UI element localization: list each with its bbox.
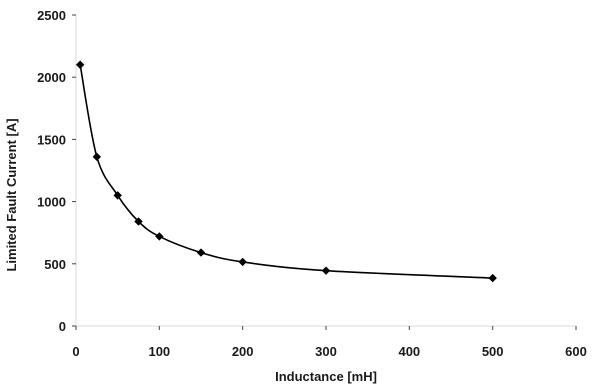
y-tick-label: 500	[44, 257, 66, 272]
x-tick-label: 200	[232, 344, 254, 359]
data-point-marker	[92, 152, 102, 162]
y-axis-label: Limited Fault Current [A]	[4, 118, 19, 271]
y-tick-label: 1000	[37, 195, 66, 210]
data-point-marker	[155, 232, 164, 241]
data-point-marker	[75, 60, 85, 69]
x-tick-label: 100	[148, 344, 170, 359]
y-tick-label: 1500	[37, 132, 66, 147]
y-tick-label: 2000	[37, 70, 66, 85]
x-tick-label: 400	[398, 344, 420, 359]
x-tick-label: 600	[565, 344, 587, 359]
series	[75, 60, 497, 283]
y-tick-label: 0	[59, 319, 66, 334]
data-point-marker	[113, 191, 122, 200]
data-point-marker	[196, 248, 206, 257]
axes	[75, 15, 576, 327]
x-tick-label: 0	[72, 344, 79, 359]
data-point-marker	[238, 257, 247, 267]
y-axis-ticks: 0 500 1000 1500 2000 2500	[37, 8, 76, 334]
y-tick-label: 2500	[37, 8, 66, 23]
series-line	[79, 64, 493, 279]
data-point-marker	[134, 217, 143, 226]
x-axis-label: Inductance [mH]	[275, 369, 377, 384]
x-tick-label: 500	[482, 344, 504, 359]
data-point-marker	[321, 266, 331, 275]
x-axis-ticks: 0 100 200 300 400 500 600	[72, 326, 587, 359]
x-tick-label: 300	[315, 344, 337, 359]
data-point-marker	[488, 273, 497, 283]
